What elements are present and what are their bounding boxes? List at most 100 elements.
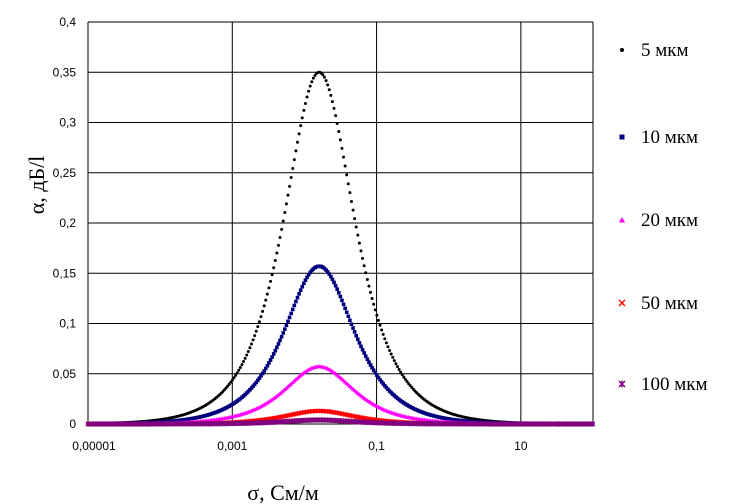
data-point: [277, 244, 280, 247]
series-0: [87, 71, 595, 426]
data-point: [236, 371, 239, 374]
data-point: [377, 319, 380, 322]
data-point: [326, 83, 329, 86]
data-point: [374, 308, 377, 311]
y-axis-title: α, дБ/l: [24, 156, 49, 215]
data-point: [294, 300, 298, 304]
data-point: [352, 209, 355, 212]
data-point: [293, 158, 296, 161]
legend-label: 100 мкм: [641, 374, 708, 395]
data-point: [299, 124, 302, 127]
data-point: [383, 337, 386, 340]
data-point: [343, 306, 347, 310]
data-point: [369, 291, 372, 294]
legend-marker: [620, 135, 625, 140]
data-point: [346, 314, 350, 318]
data-point: [255, 330, 258, 333]
data-point: [363, 264, 366, 267]
data-point: [299, 288, 303, 292]
data-point: [331, 100, 334, 103]
data-point: [294, 149, 297, 152]
x-tick-label: 0,001: [217, 439, 247, 453]
data-point: [353, 330, 357, 334]
data-point: [325, 79, 328, 82]
data-point: [371, 297, 374, 300]
data-point: [302, 109, 305, 112]
data-point: [306, 96, 309, 99]
data-point: [336, 122, 339, 125]
data-point: [272, 266, 275, 269]
data-point: [280, 335, 284, 339]
data-point: [334, 284, 338, 288]
data-point: [328, 88, 331, 91]
legend-marker: [619, 381, 625, 388]
data-point: [354, 334, 358, 338]
data-point: [379, 324, 382, 327]
data-point: [323, 76, 326, 79]
data-point: [281, 331, 285, 335]
data-point: [286, 320, 290, 324]
data-point: [337, 291, 341, 295]
data-point: [335, 287, 339, 291]
data-point: [321, 73, 324, 76]
data-point: [398, 368, 401, 371]
data-point: [277, 342, 281, 346]
data-point: [388, 349, 391, 352]
data-point: [310, 80, 313, 83]
data-point: [273, 349, 277, 353]
tick-labels: 0,00001 0,001 0,1 10 0 0,05 0,1 0,15 0,2 0,25 0,3 0…: [53, 15, 528, 453]
legend-label: 20 мкм: [641, 210, 698, 231]
data-point: [351, 326, 355, 330]
data-point: [264, 299, 267, 302]
data-point: [372, 303, 375, 306]
data-point: [280, 228, 283, 231]
y-tick-label: 0,1: [59, 317, 76, 331]
legend-item: 50 мкм: [619, 293, 698, 314]
y-tick-label: 0,4: [59, 15, 76, 29]
data-point: [274, 259, 277, 262]
data-point: [364, 271, 367, 274]
y-tick-label: 0,15: [53, 266, 77, 280]
data-point: [302, 282, 306, 286]
data-point: [291, 308, 295, 312]
series-layer: [86, 71, 595, 427]
data-point: [359, 345, 363, 349]
data-point: [275, 252, 278, 255]
data-point: [399, 371, 402, 374]
data-point: [339, 295, 343, 299]
data-point: [245, 353, 248, 356]
data-point: [344, 165, 347, 168]
legend: 5 мкм 10 мкм 20 мкм 50 мкм 100 мкм: [619, 40, 708, 395]
data-point: [291, 167, 294, 170]
data-point: [271, 273, 274, 276]
data-point: [278, 339, 282, 343]
y-tick-label: 0: [69, 417, 76, 431]
data-point: [362, 351, 366, 355]
x-axis-title: σ, См/м: [247, 480, 319, 504]
data-point: [247, 350, 250, 353]
legend-label: 10 мкм: [641, 127, 698, 148]
data-point: [290, 176, 293, 179]
data-point: [329, 94, 332, 97]
y-tick-label: 0,25: [53, 166, 77, 180]
data-point: [386, 345, 389, 348]
data-point: [244, 357, 247, 360]
data-point: [307, 90, 310, 93]
data-point: [301, 116, 304, 119]
data-point: [266, 293, 269, 296]
y-tick-label: 0,05: [53, 367, 77, 381]
data-point: [263, 304, 266, 307]
data-point: [296, 141, 299, 144]
data-point: [340, 147, 343, 150]
data-point: [269, 280, 272, 283]
y-tick-label: 0,35: [53, 65, 77, 79]
data-point: [279, 236, 282, 239]
data-point: [283, 327, 287, 331]
data-point: [340, 299, 344, 303]
data-point: [382, 333, 385, 336]
legend-item: 5 мкм: [620, 40, 689, 61]
data-point: [272, 352, 276, 356]
data-point: [252, 338, 255, 341]
data-point: [258, 320, 261, 323]
